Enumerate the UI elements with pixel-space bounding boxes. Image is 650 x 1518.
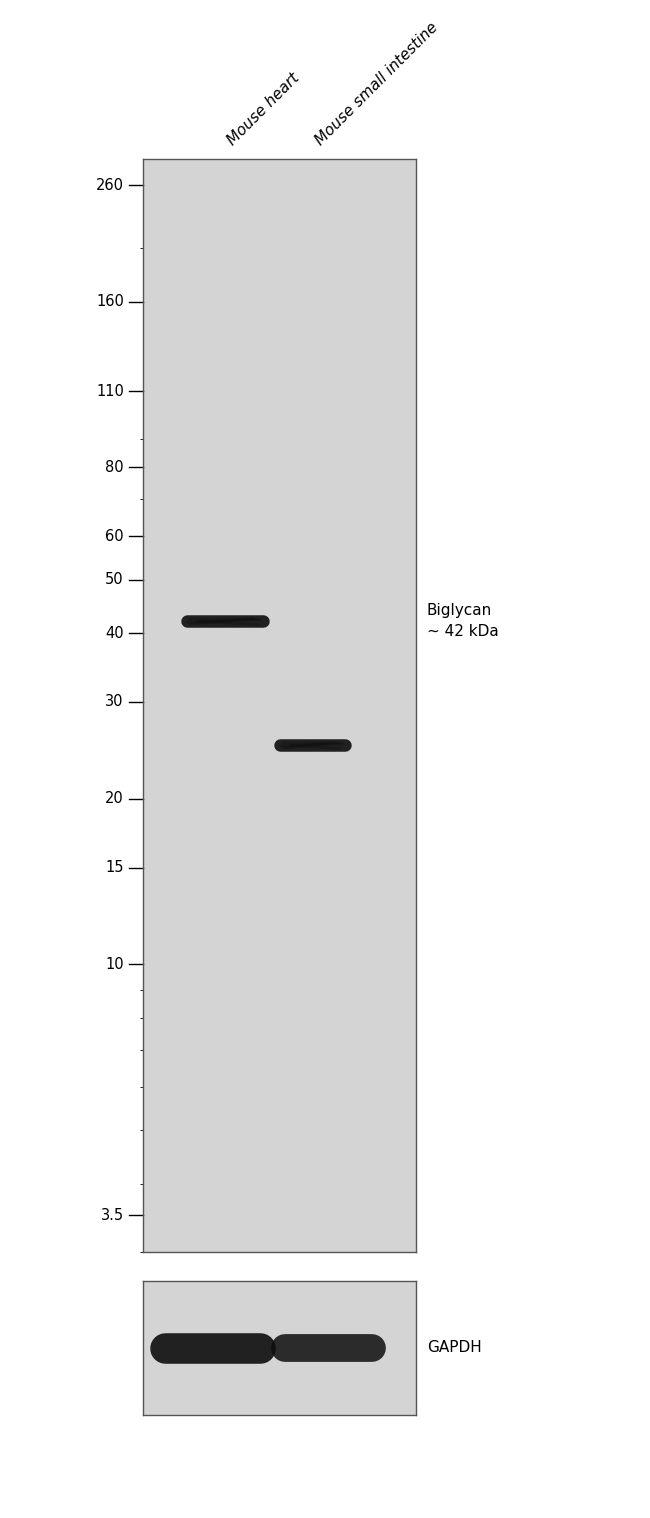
- Text: GAPDH: GAPDH: [427, 1340, 482, 1356]
- Text: 20: 20: [105, 791, 124, 806]
- Text: 80: 80: [105, 460, 124, 475]
- Text: 50: 50: [105, 572, 124, 587]
- Text: 3.5: 3.5: [101, 1208, 124, 1224]
- Text: Biglycan
~ 42 kDa: Biglycan ~ 42 kDa: [427, 603, 499, 639]
- Text: 30: 30: [105, 694, 124, 709]
- Text: 160: 160: [96, 294, 124, 310]
- Text: Mouse heart: Mouse heart: [225, 71, 303, 149]
- Text: 110: 110: [96, 384, 124, 399]
- Text: 60: 60: [105, 528, 124, 543]
- Text: 40: 40: [105, 625, 124, 641]
- Text: Mouse small intestine: Mouse small intestine: [312, 20, 441, 149]
- Text: 10: 10: [105, 956, 124, 972]
- Text: 260: 260: [96, 178, 124, 193]
- Text: 15: 15: [105, 861, 124, 874]
